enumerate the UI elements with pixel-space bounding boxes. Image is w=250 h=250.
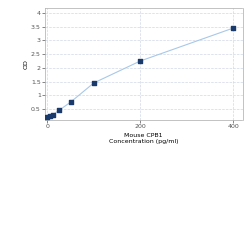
Point bbox=[45, 115, 49, 119]
Point bbox=[51, 112, 55, 116]
Point bbox=[48, 114, 52, 118]
X-axis label: Mouse CPB1
Concentration (pg/ml): Mouse CPB1 Concentration (pg/ml) bbox=[109, 133, 178, 144]
Y-axis label: OD: OD bbox=[23, 59, 28, 69]
Point bbox=[138, 59, 142, 63]
Point bbox=[231, 26, 235, 30]
Point bbox=[57, 108, 61, 112]
Point bbox=[68, 100, 72, 104]
Point bbox=[92, 81, 96, 85]
